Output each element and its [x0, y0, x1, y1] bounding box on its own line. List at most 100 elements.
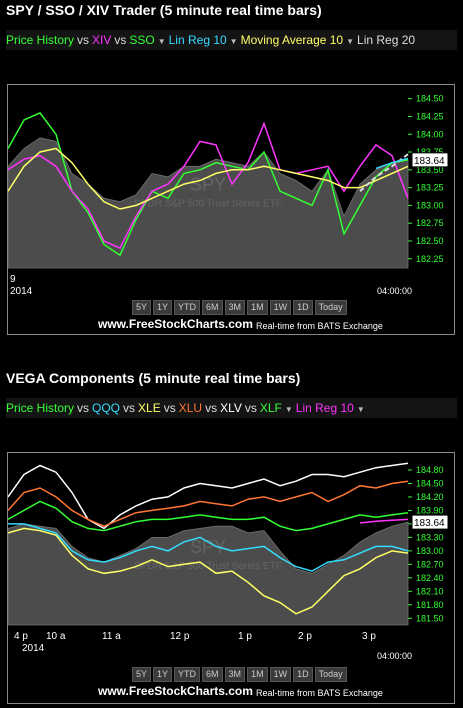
panel2-time: 04:00:00 — [377, 651, 413, 661]
y-tick-label: 182.70 — [416, 559, 444, 569]
x-tick-label: 2 p — [298, 631, 312, 642]
x-tick-label: 11 a — [102, 631, 121, 642]
range-button-1y[interactable]: 1Y — [153, 667, 173, 682]
series-price-history-area — [7, 521, 409, 626]
series-lin-reg-10-line — [359, 518, 409, 524]
legend-item[interactable]: vs — [123, 401, 136, 415]
legend-dropdown-icon[interactable]: ▼ — [356, 405, 365, 414]
legend-item[interactable]: Lin Reg 20 — [357, 33, 416, 47]
legend-item[interactable]: XIV — [92, 33, 112, 47]
panel2-credit-sub: Real-time from BATS Exchange — [256, 688, 383, 698]
x-year-label: 2014 — [22, 643, 45, 654]
legend-item[interactable]: XLV — [220, 401, 242, 415]
y-tick-label: 184.50 — [416, 94, 444, 104]
legend-item[interactable]: XLE — [138, 401, 161, 415]
x-tick-label: 12 p — [170, 631, 190, 642]
legend-item[interactable]: Lin Reg 10 — [168, 33, 227, 47]
y-tick-label: 183.30 — [416, 532, 444, 542]
range-button-6m[interactable]: 6M — [202, 300, 223, 315]
last-price-badge — [411, 514, 449, 530]
x-tick-label: 4 p — [14, 631, 28, 642]
range-button-3m[interactable]: 3M — [224, 300, 246, 315]
panel1-title: SPY / SSO / XIV Trader (5 minute real ti… — [6, 2, 322, 18]
panel2-credit[interactable]: www.FreeStockCharts.com — [98, 684, 253, 698]
x-tick-label: 10 a — [46, 631, 66, 642]
legend-item[interactable]: Price History — [6, 401, 75, 415]
range-button-ytd[interactable]: YTD — [174, 667, 201, 682]
series-moving-average-10-line — [7, 147, 409, 210]
panel2-chart[interactable]: 184.80184.50184.20183.90183.60183.30183.… — [7, 452, 455, 704]
panel1-time: 04:00:00 — [377, 286, 413, 296]
range-button-ytd[interactable]: YTD — [174, 300, 201, 315]
y-tick-label: 181.80 — [416, 600, 444, 610]
panel2-legend[interactable]: Price History vs QQQ vs XLE vs XLU vs XLV vs XLF ▼ L… — [6, 398, 457, 418]
y-tick-label: 184.80 — [416, 465, 444, 475]
legend-dropdown-icon[interactable]: ▼ — [157, 37, 166, 46]
range-button-today[interactable]: Today — [314, 667, 347, 682]
legend-item[interactable]: vs — [77, 33, 90, 47]
y-tick-label: 182.40 — [416, 573, 444, 583]
series-xlv-line — [7, 462, 409, 530]
y-tick-label: 182.25 — [416, 254, 444, 264]
y-tick-label: 181.50 — [416, 613, 444, 623]
x-year-label: 2014 — [10, 286, 33, 297]
range-button-1m[interactable]: 1M — [247, 300, 268, 315]
y-tick-label: 183.75 — [416, 147, 444, 157]
last-price-badge — [411, 152, 449, 168]
range-button-1y[interactable]: 1Y — [153, 300, 173, 315]
series-qqq-line — [8, 523, 409, 572]
y-tick-label: 184.20 — [416, 492, 444, 502]
range-button-1w[interactable]: 1W — [269, 667, 292, 682]
y-tick-label: 182.50 — [416, 236, 444, 246]
legend-item[interactable]: vs — [77, 401, 90, 415]
legend-item[interactable]: Lin Reg 10 — [295, 401, 354, 415]
x-tick-label: 1 p — [238, 631, 252, 642]
legend-item[interactable]: QQQ — [92, 401, 121, 415]
legend-item[interactable]: Price History — [6, 33, 75, 47]
panel2-title: VEGA Components (5 minute real time bars… — [6, 370, 301, 386]
last-price-label: 183.64 — [414, 156, 445, 167]
legend-item[interactable]: XLU — [178, 401, 203, 415]
legend-dropdown-icon[interactable]: ▼ — [346, 37, 355, 46]
range-button-1d[interactable]: 1D — [293, 667, 313, 682]
legend-item[interactable]: vs — [244, 401, 257, 415]
legend-item[interactable]: vs — [163, 401, 176, 415]
y-tick-label: 183.25 — [416, 183, 444, 193]
y-tick-label: 184.25 — [416, 111, 444, 121]
range-button-5y[interactable]: 5Y — [132, 667, 152, 682]
series-price-history-area — [7, 137, 409, 269]
y-tick-label: 183.00 — [416, 546, 444, 556]
range-button-6m[interactable]: 6M — [202, 667, 223, 682]
range-button-5y[interactable]: 5Y — [132, 300, 152, 315]
panel1-range-buttons[interactable]: 5Y 1Y YTD 6M 3M 1M 1W 1D Today — [132, 300, 347, 315]
legend-item[interactable]: vs — [205, 401, 218, 415]
y-tick-label: 183.90 — [416, 505, 444, 515]
legend-item[interactable]: vs — [114, 33, 127, 47]
panel2-range-buttons[interactable]: 5Y 1Y YTD 6M 3M 1M 1W 1D Today — [132, 667, 347, 682]
panel2-chart-svg: 184.80184.50184.20183.90183.60183.30183.… — [7, 462, 449, 654]
y-tick-label: 183.50 — [416, 165, 444, 175]
panel1-chart-svg: 184.50 184.25 184.00 183.75 183.50 183.25 183.… — [7, 94, 449, 297]
panel1-chart[interactable]: 184.50 184.25 184.00 183.75 183.50 183.25 183.… — [7, 84, 455, 335]
range-button-today[interactable]: Today — [314, 300, 347, 315]
legend-item[interactable]: SSO — [129, 33, 155, 47]
legend-dropdown-icon[interactable]: ▼ — [284, 405, 293, 414]
y-tick-label: 182.10 — [416, 586, 444, 596]
legend-item[interactable]: XLF — [259, 401, 282, 415]
range-button-1m[interactable]: 1M — [247, 667, 268, 682]
range-button-1d[interactable]: 1D — [293, 300, 313, 315]
y-tick-label: 184.00 — [416, 129, 444, 139]
legend-dropdown-icon[interactable]: ▼ — [229, 37, 238, 46]
x-tick-label: 9 — [10, 274, 16, 285]
panel1-credit[interactable]: www.FreeStockCharts.com — [98, 317, 253, 331]
range-button-1w[interactable]: 1W — [269, 300, 292, 315]
series-xlu-line — [7, 480, 409, 528]
range-button-3m[interactable]: 3M — [224, 667, 246, 682]
legend-item[interactable]: Moving Average 10 — [240, 33, 344, 47]
y-tick-label: 182.75 — [416, 218, 444, 228]
series-lin-reg-10-line — [375, 157, 409, 170]
series-xlf-line — [7, 500, 409, 532]
series-xle-line — [7, 527, 409, 615]
y-tick-label: 184.50 — [416, 478, 444, 488]
panel1-legend[interactable]: Price History vs XIV vs SSO ▼ Lin Reg 10 ▼ Movin… — [6, 30, 457, 50]
